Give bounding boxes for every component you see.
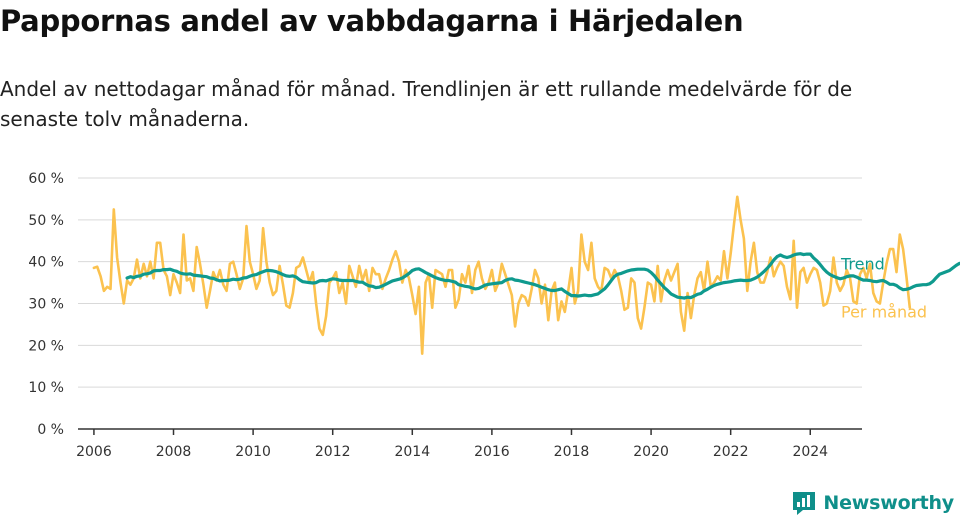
series-labels: Per månad Trend [840, 255, 927, 322]
series-line-per-manad [92, 195, 912, 355]
y-tick-label: 20 % [28, 338, 64, 354]
x-tick-label: 2024 [792, 444, 828, 460]
x-tick-label: 2016 [474, 444, 510, 460]
brand-name: Newsworthy [823, 492, 954, 514]
y-tick-label: 60 % [28, 171, 64, 187]
series-lines [92, 195, 960, 355]
chart-subtitle: Andel av nettodagar månad för månad. Tre… [0, 77, 853, 131]
series-line-trend [125, 252, 960, 300]
y-tick-label: 10 % [28, 380, 64, 396]
x-tick-label: 2008 [156, 444, 192, 460]
x-tick-label: 2014 [394, 444, 430, 460]
series-label-trend: Trend [840, 255, 885, 274]
x-tick-label: 2012 [315, 444, 351, 460]
x-axis: 2006 2008 2010 2012 2014 2016 2018 2020 2022 2024 [76, 428, 862, 460]
y-tick-label: 40 % [28, 255, 64, 271]
x-tick-label: 2010 [235, 444, 271, 460]
x-tick-label: 2018 [554, 444, 590, 460]
x-tick-label: 2022 [713, 444, 749, 460]
chart-title: Pappornas andel av vabbdagarna i Härjeda… [0, 4, 744, 38]
y-tick-label: 0 % [37, 422, 64, 438]
newsworthy-brand: Newsworthy [791, 490, 954, 516]
series-label-per-manad: Per månad [841, 303, 927, 322]
y-tick-label: 30 % [28, 297, 64, 313]
x-tick-label: 2020 [633, 444, 669, 460]
x-tick-label: 2006 [76, 444, 112, 460]
newsworthy-logo-icon [793, 492, 816, 515]
y-axis: 0 % 10 % 20 % 30 % 40 % 50 % 60 % [28, 171, 64, 438]
y-tick-label: 50 % [28, 213, 64, 229]
